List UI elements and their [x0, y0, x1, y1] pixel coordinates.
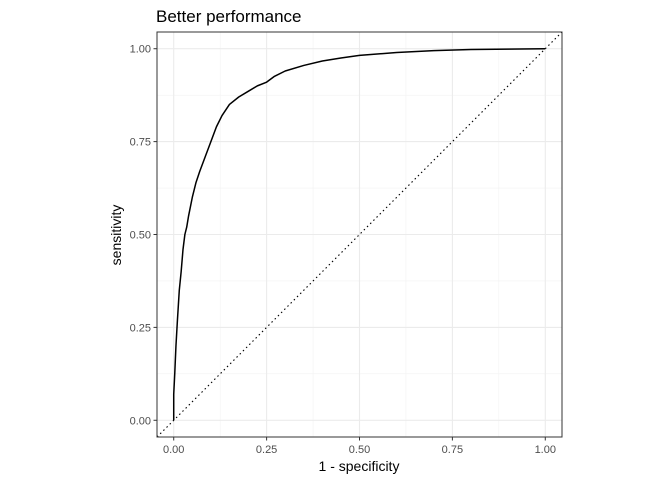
x-tick-label: 1.00 [535, 444, 556, 456]
y-axis: 0.00 0.25 0.50 0.75 1.00 [130, 44, 157, 427]
reference-diagonal [156, 31, 563, 438]
x-axis-title: 1 - specificity [319, 458, 400, 474]
series-layer [172, 47, 546, 421]
roc-curve [172, 47, 546, 421]
x-tick-label: 0.75 [442, 444, 463, 456]
y-tick-label: 0.00 [130, 415, 151, 427]
y-tick-label: 0.25 [130, 322, 151, 334]
y-axis-title: sensitivity [108, 205, 124, 266]
y-tick-label: 0.50 [130, 230, 151, 242]
y-tick-label: 1.00 [130, 44, 151, 56]
grid [157, 32, 562, 437]
reference-diagonal-line [156, 31, 563, 438]
y-tick-label: 0.75 [130, 137, 151, 149]
chart-title: Better performance [156, 7, 302, 26]
x-tick-label: 0.50 [349, 444, 370, 456]
x-tick-label: 0.25 [256, 444, 277, 456]
x-axis: 0.00 0.25 0.50 0.75 1.00 [163, 437, 556, 456]
x-tick-label: 0.00 [163, 444, 184, 456]
